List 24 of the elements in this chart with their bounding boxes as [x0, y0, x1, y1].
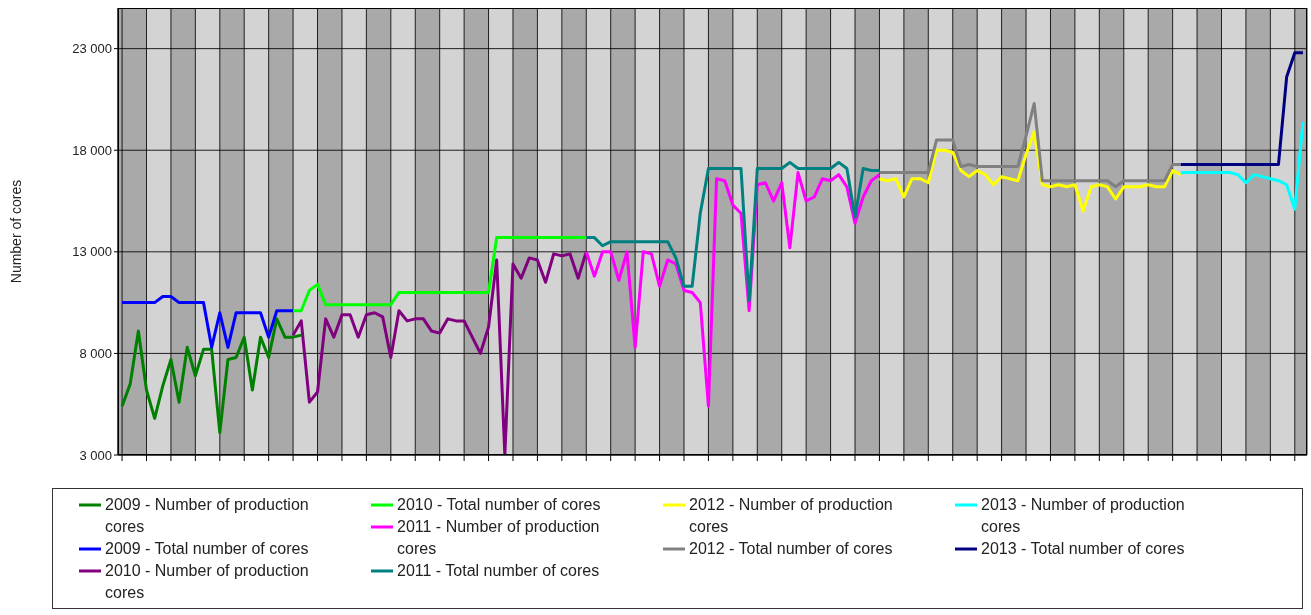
- y-tick-label: 13 000: [72, 244, 112, 260]
- legend-label: 2010 - Number of production cores: [105, 561, 310, 603]
- line-series: [877, 102, 1183, 189]
- legend-label: 2010 - Total number of cores: [397, 495, 602, 515]
- y-tick-label: 8 000: [79, 346, 112, 362]
- y-tick-label: 18 000: [72, 142, 112, 158]
- line-series: [877, 130, 1183, 213]
- y-tick-label: 23 000: [72, 41, 112, 57]
- legend-label: 2009 - Total number of cores: [105, 539, 310, 559]
- legend-label: 2011 - Total number of cores: [397, 561, 601, 581]
- line-series: [584, 160, 881, 303]
- legend-label: 2012 - Total number of cores: [689, 539, 894, 559]
- y-axis-title: Number of cores: [7, 179, 24, 284]
- legend-label: 2009 - Number of production cores: [105, 495, 310, 537]
- line-series: [120, 317, 303, 435]
- legend-label: 2012 - Number of production cores: [689, 495, 894, 537]
- legend-label: 2013 - Total number of cores: [981, 539, 1186, 559]
- legend-label: 2013 - Number of production cores: [981, 495, 1186, 537]
- y-tick-label: 3 000: [79, 447, 112, 463]
- line-series: [120, 295, 295, 349]
- line-series: [291, 236, 588, 313]
- line-series: [1179, 120, 1305, 211]
- line-series: [291, 250, 588, 455]
- legend-label: 2011 - Number of production cores: [397, 517, 601, 559]
